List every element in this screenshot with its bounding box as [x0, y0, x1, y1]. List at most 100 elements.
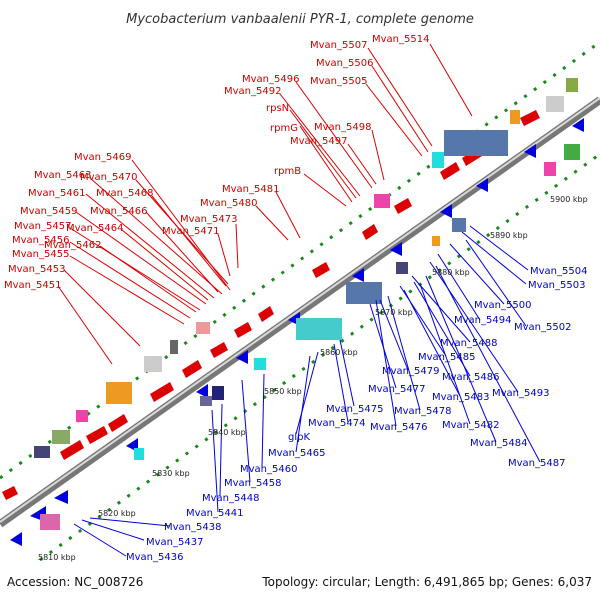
leader-line	[413, 281, 471, 377]
gene-label[interactable]: Mvan_5471	[162, 226, 219, 237]
gene-label[interactable]: Mvan_5463	[34, 170, 91, 181]
leader-line	[299, 125, 353, 203]
gene-label[interactable]: Mvan_5451	[4, 280, 61, 291]
gene-label[interactable]: Mvan_5494	[454, 315, 511, 326]
gene-label[interactable]: Mvan_5492	[224, 86, 281, 97]
gene-label[interactable]: glpK	[288, 432, 310, 443]
gene-label[interactable]: Mvan_5498	[314, 122, 371, 133]
feature-block	[144, 356, 162, 372]
gene-reverse	[196, 384, 208, 398]
gene-forward	[108, 414, 128, 432]
gene-forward	[362, 224, 378, 240]
gene-label[interactable]: Mvan_5473	[180, 214, 237, 225]
feature-block	[134, 448, 144, 460]
gene-forward	[312, 262, 330, 278]
gene-reverse	[476, 178, 488, 192]
feature-block	[346, 282, 382, 304]
leader-line	[69, 227, 201, 311]
leader-line	[85, 193, 215, 299]
leader-line	[435, 265, 541, 463]
gene-label[interactable]: Mvan_5484	[470, 438, 527, 449]
gene-label[interactable]: Mvan_5476	[370, 422, 427, 433]
gene-label[interactable]: rpsN	[266, 103, 289, 114]
gene-label[interactable]: rpmG	[270, 123, 298, 134]
feature-block	[200, 396, 212, 406]
gene-label[interactable]: Mvan_5485	[418, 352, 475, 363]
leader-line	[275, 191, 301, 239]
gene-label[interactable]: Mvan_5488	[440, 338, 497, 349]
gene-label[interactable]: Mvan_5458	[224, 478, 281, 489]
gene-label[interactable]: Mvan_5500	[474, 300, 531, 311]
tick-label: 5810 kbp	[38, 553, 76, 562]
leader-line	[429, 43, 473, 117]
gene-label[interactable]: Mvan_5481	[222, 184, 279, 195]
gene-label[interactable]: rpmB	[274, 166, 301, 177]
gene-label[interactable]: Mvan_5457	[14, 221, 71, 232]
gene-label[interactable]: Mvan_5477	[368, 384, 425, 395]
tick-label: 5830 kbp	[152, 469, 190, 478]
gene-label[interactable]: Mvan_5469	[74, 152, 131, 163]
leader-line	[217, 233, 231, 277]
gene-label[interactable]: Mvan_5496	[242, 74, 299, 85]
gene-label[interactable]: Mvan_5459	[20, 206, 77, 217]
gene-label[interactable]: Mvan_5438	[164, 522, 221, 533]
gene-label[interactable]: Mvan_5470	[80, 172, 137, 183]
tick-label: 5820 kbp	[98, 509, 136, 518]
gene-label[interactable]: Mvan_5437	[146, 537, 203, 548]
gene-label[interactable]: Mvan_5461	[28, 188, 85, 199]
leader-line	[469, 225, 529, 271]
gene-label[interactable]: Mvan_5462	[44, 240, 101, 251]
gene-label[interactable]: Mvan_5506	[316, 58, 373, 69]
gene-label[interactable]: Mvan_5486	[442, 372, 499, 383]
gene-label[interactable]: Mvan_5468	[96, 188, 153, 199]
leader-line	[367, 47, 433, 147]
leader-line	[295, 351, 319, 435]
gene-label[interactable]: Mvan_5456	[12, 235, 69, 246]
gene-label[interactable]: Mvan_5465	[268, 448, 325, 459]
gene-label[interactable]: Mvan_5475	[326, 404, 383, 415]
gene-label[interactable]: Mvan_5478	[394, 406, 451, 417]
gene-label[interactable]: Mvan_5514	[372, 34, 429, 45]
leader-line	[303, 173, 347, 207]
gene-label[interactable]: Mvan_5464	[66, 223, 123, 234]
gene-label[interactable]: Mvan_5441	[186, 508, 243, 519]
gene-label[interactable]: Mvan_5493	[492, 388, 549, 399]
gene-forward	[520, 110, 540, 126]
feature-block	[76, 410, 88, 422]
gene-label[interactable]: Mvan_5460	[240, 464, 297, 475]
gene-label[interactable]: Mvan_5480	[200, 198, 257, 209]
leader-line	[379, 299, 409, 371]
gene-label[interactable]: Mvan_5503	[528, 280, 585, 291]
leader-line	[465, 239, 527, 327]
gene-label[interactable]: Mvan_5497	[290, 136, 347, 147]
gene-reverse	[390, 242, 402, 256]
leader-line	[449, 243, 505, 305]
gene-forward	[2, 486, 18, 500]
accession-text: Accession: NC_008726	[7, 575, 143, 589]
gene-label[interactable]: Mvan_5453	[8, 264, 65, 275]
gene-label[interactable]: Mvan_5507	[310, 40, 367, 51]
reverse-leaders	[73, 225, 541, 557]
reverse-genes	[10, 118, 584, 546]
gene-label[interactable]: Mvan_5502	[514, 322, 571, 333]
gene-label[interactable]: Mvan_5487	[508, 458, 565, 469]
gene-label[interactable]: Mvan_5466	[90, 206, 147, 217]
leader-line	[57, 285, 113, 365]
gene-label[interactable]: Mvan_5474	[308, 418, 365, 429]
leader-line	[425, 275, 497, 443]
gene-label[interactable]: Mvan_5479	[382, 366, 439, 377]
feature-block	[564, 144, 580, 160]
gene-label[interactable]: Mvan_5505	[310, 76, 367, 87]
gene-label[interactable]: Mvan_5483	[432, 392, 489, 403]
feature-block	[196, 322, 210, 334]
gene-label[interactable]: Mvan_5455	[12, 249, 69, 260]
map-title: Mycobacterium vanbaalenii PYR-1, complet…	[126, 12, 474, 27]
leader-line	[403, 289, 461, 397]
leader-line	[295, 81, 373, 189]
gene-label[interactable]: Mvan_5504	[530, 266, 587, 277]
gene-label[interactable]: Mvan_5436	[126, 552, 183, 563]
feature-block	[254, 358, 266, 370]
inner-track	[39, 152, 600, 562]
gene-label[interactable]: Mvan_5448	[202, 493, 259, 504]
gene-label[interactable]: Mvan_5482	[442, 420, 499, 431]
